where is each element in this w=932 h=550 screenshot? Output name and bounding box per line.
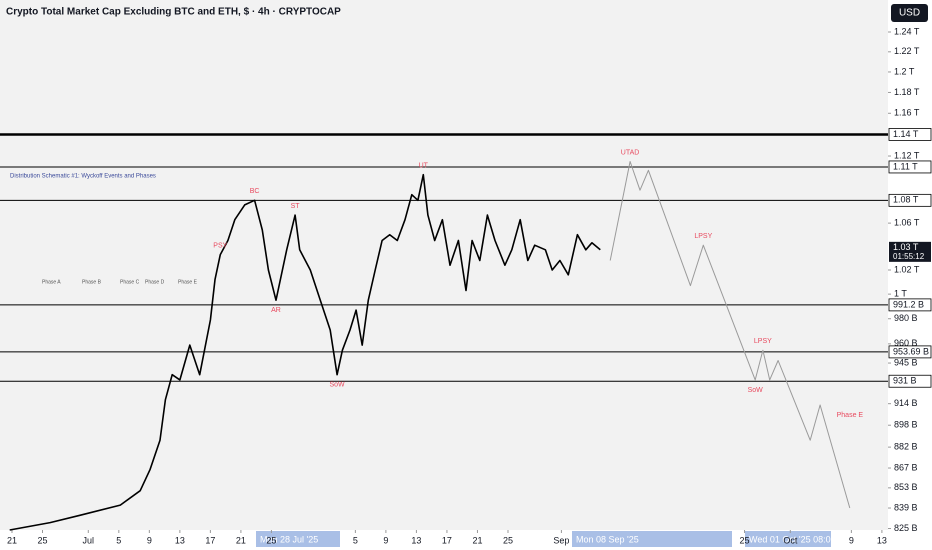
y-tick-label: 1.06 T bbox=[894, 217, 920, 227]
x-tick-label: 25 bbox=[266, 535, 276, 545]
x-tick-label: 21 bbox=[236, 535, 246, 545]
y-tick-label: 853 B bbox=[894, 482, 918, 492]
x-tick-label: 25 bbox=[740, 535, 750, 545]
level-label: 953.69 B bbox=[893, 346, 929, 356]
level-label: 1.14 T bbox=[893, 129, 919, 139]
level-box bbox=[888, 193, 932, 207]
time-highlight bbox=[745, 531, 831, 547]
y-tick-label: 882 B bbox=[894, 441, 918, 451]
inset-phase: Phase C bbox=[120, 279, 140, 285]
chart-title: Crypto Total Market Cap Excluding BTC an… bbox=[6, 7, 341, 18]
inset-phase: Phase D bbox=[145, 279, 165, 285]
x-tick-label: 21 bbox=[7, 535, 17, 545]
annotation: LPSY bbox=[754, 338, 772, 345]
inset-phase: Phase A bbox=[42, 279, 61, 285]
y-tick-label: 1.2 T bbox=[894, 66, 915, 76]
x-tick-label: 5 bbox=[116, 535, 121, 545]
level-label: 1.08 T bbox=[893, 195, 919, 205]
x-tick-label: 9 bbox=[147, 535, 152, 545]
y-tick-label: 867 B bbox=[894, 462, 918, 472]
x-tick-label: 13 bbox=[877, 535, 887, 545]
time-label: Mon 08 Sep '25 bbox=[576, 534, 639, 544]
level-label: 1.11 T bbox=[893, 161, 918, 171]
y-tick-label: 898 B bbox=[894, 420, 918, 430]
x-tick-label: 9 bbox=[383, 535, 388, 545]
y-tick-label: 1.24 T bbox=[894, 26, 920, 36]
x-tick-label: 13 bbox=[411, 535, 421, 545]
y-tick-label: 839 B bbox=[894, 502, 918, 512]
x-tick-label: Oct bbox=[783, 535, 798, 545]
annotation: SoW bbox=[329, 382, 345, 389]
y-tick-label: 1.12 T bbox=[894, 150, 920, 160]
annotation: PSY bbox=[213, 242, 227, 249]
currency-button[interactable] bbox=[891, 4, 928, 22]
last-price-label: 1.03 T bbox=[893, 242, 919, 252]
level-box bbox=[888, 160, 932, 174]
annotation: UT bbox=[419, 163, 429, 170]
last-price-box bbox=[889, 241, 931, 262]
y-tick-label: 1 T bbox=[894, 288, 907, 298]
level-label: 931 B bbox=[893, 376, 917, 386]
inset-phase: Phase E bbox=[178, 279, 198, 285]
x-tick-label: 9 bbox=[849, 535, 854, 545]
x-tick-label: 25 bbox=[37, 535, 47, 545]
time-label: Mon 28 Jul '25 bbox=[260, 534, 318, 544]
plot-background bbox=[0, 0, 888, 530]
level-box bbox=[888, 345, 932, 359]
annotation: BC bbox=[250, 188, 260, 195]
y-tick-label: 960 B bbox=[894, 338, 918, 348]
y-tick-label: 1.22 T bbox=[894, 46, 920, 56]
price-line bbox=[9, 173, 601, 531]
x-tick-label: Sep bbox=[553, 535, 569, 545]
countdown: 01:55:12 bbox=[893, 252, 925, 261]
y-tick-label: 914 B bbox=[894, 398, 918, 408]
y-tick-label: 825 B bbox=[894, 523, 918, 533]
time-highlight bbox=[256, 531, 340, 547]
level-box bbox=[888, 298, 932, 312]
x-tick-label: Jul bbox=[83, 535, 95, 545]
inset-title: Distribution Schematic #1: Wyckoff Event… bbox=[10, 174, 156, 180]
time-highlight bbox=[572, 531, 732, 547]
y-tick-label: 945 B bbox=[894, 357, 918, 367]
y-tick-label: 1.18 T bbox=[894, 87, 920, 97]
inset-phase: Phase B bbox=[82, 279, 102, 285]
annotation: ST bbox=[291, 203, 301, 210]
y-tick-label: 980 B bbox=[894, 313, 918, 323]
x-tick-label: 25 bbox=[503, 535, 513, 545]
price-axis bbox=[888, 0, 932, 550]
annotation: AR bbox=[271, 307, 281, 314]
time-label: Wed 01 Oct '25 08:00 bbox=[749, 534, 836, 544]
x-tick-label: 21 bbox=[472, 535, 482, 545]
annotation: Phase E bbox=[837, 412, 864, 419]
annotation: LPSY bbox=[694, 233, 712, 240]
annotation: SoW bbox=[748, 387, 764, 394]
y-tick-label: 1.02 T bbox=[894, 264, 920, 274]
level-label: 991.2 B bbox=[893, 299, 924, 309]
x-tick-label: 5 bbox=[353, 535, 358, 545]
level-box bbox=[888, 128, 932, 141]
x-tick-label: 17 bbox=[205, 535, 215, 545]
annotation: UTAD bbox=[621, 149, 640, 156]
level-box bbox=[888, 374, 932, 388]
x-tick-label: 13 bbox=[175, 535, 185, 545]
price-line bbox=[609, 161, 851, 509]
y-tick-label: 1.16 T bbox=[894, 108, 920, 118]
x-tick-label: 17 bbox=[442, 535, 452, 545]
currency-label[interactable]: USD bbox=[899, 8, 920, 19]
